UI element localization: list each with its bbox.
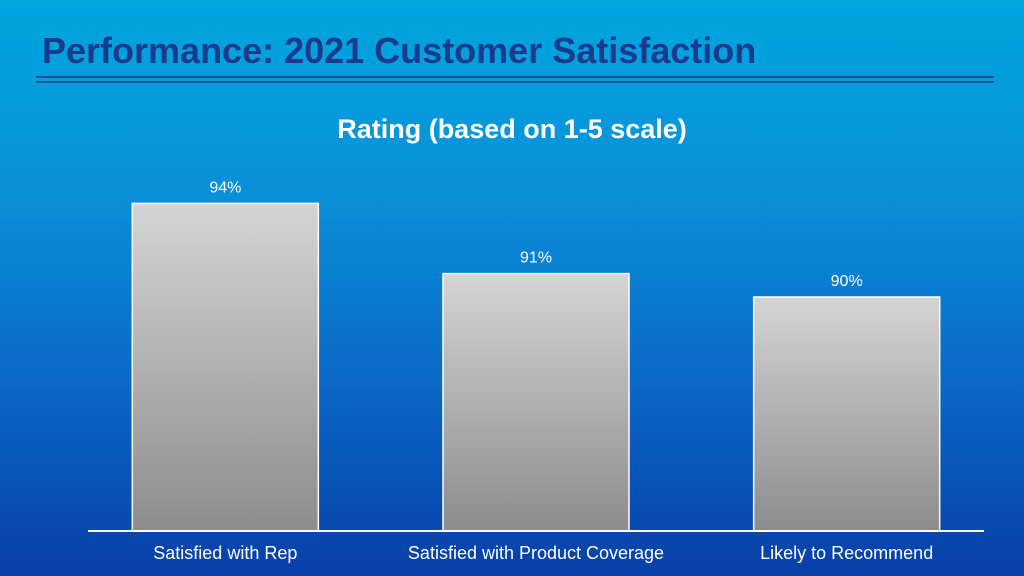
bar-product-coverage — [442, 272, 630, 532]
data-label-recommend: 90% — [831, 273, 863, 290]
bar-recommend — [752, 296, 941, 532]
x-tick-label-product-coverage: Satisfied with Product Coverage — [408, 543, 664, 563]
chart-title: Rating (based on 1-5 scale) — [337, 114, 687, 144]
data-label-rep: 94% — [209, 179, 241, 196]
x-tick-label-rep: Satisfied with Rep — [153, 543, 297, 563]
data-labels: 94% 91% 90% — [209, 179, 862, 290]
x-tick-label-recommend: Likely to Recommend — [760, 543, 933, 563]
data-label-product-coverage: 91% — [520, 250, 552, 267]
title-divider — [36, 76, 994, 78]
x-tick-labels: Satisfied with Rep Satisfied with Product… — [153, 543, 933, 563]
bar-rep — [131, 202, 320, 532]
title-divider-secondary — [36, 81, 994, 83]
bar-series — [131, 202, 941, 532]
slide-title: Performance: 2021 Customer Satisfaction — [42, 30, 757, 71]
